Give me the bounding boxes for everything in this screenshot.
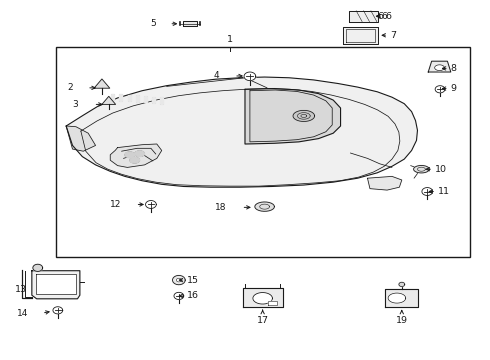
Polygon shape — [135, 151, 145, 157]
Polygon shape — [368, 176, 402, 190]
Polygon shape — [66, 77, 417, 187]
Polygon shape — [152, 96, 155, 103]
Text: 17: 17 — [257, 316, 269, 325]
Text: 6: 6 — [381, 12, 387, 21]
Text: 8: 8 — [451, 64, 457, 73]
Polygon shape — [244, 72, 256, 81]
Polygon shape — [268, 301, 277, 305]
Polygon shape — [146, 201, 156, 208]
Polygon shape — [32, 271, 80, 299]
Polygon shape — [422, 188, 433, 195]
Polygon shape — [136, 95, 139, 102]
Polygon shape — [66, 126, 96, 151]
Polygon shape — [53, 307, 63, 314]
Text: 5: 5 — [150, 19, 156, 28]
Polygon shape — [172, 275, 185, 285]
Text: 10: 10 — [435, 165, 447, 174]
Polygon shape — [349, 11, 378, 22]
Polygon shape — [385, 289, 418, 307]
Polygon shape — [183, 21, 197, 26]
Polygon shape — [243, 288, 283, 307]
Polygon shape — [428, 61, 451, 72]
Polygon shape — [245, 89, 341, 144]
Text: 6: 6 — [385, 12, 391, 21]
Polygon shape — [388, 293, 406, 303]
Polygon shape — [127, 95, 130, 101]
Text: 2: 2 — [67, 83, 73, 92]
Text: 7: 7 — [390, 31, 396, 40]
Polygon shape — [255, 202, 274, 211]
Text: 11: 11 — [438, 187, 450, 196]
Polygon shape — [120, 94, 122, 101]
Polygon shape — [253, 293, 272, 304]
Polygon shape — [343, 27, 378, 44]
Polygon shape — [293, 111, 315, 121]
Text: 19: 19 — [396, 316, 408, 325]
Polygon shape — [435, 86, 445, 93]
Text: 12: 12 — [110, 200, 122, 209]
Text: 9: 9 — [451, 84, 457, 93]
Text: 15: 15 — [187, 276, 199, 284]
Polygon shape — [111, 94, 114, 100]
Polygon shape — [94, 79, 110, 88]
Polygon shape — [130, 157, 140, 163]
Polygon shape — [144, 96, 147, 103]
Polygon shape — [399, 282, 405, 287]
Text: 13: 13 — [15, 285, 27, 294]
Polygon shape — [435, 65, 444, 71]
Text: 1: 1 — [227, 35, 233, 44]
Text: 4: 4 — [214, 71, 220, 80]
Polygon shape — [174, 292, 184, 300]
Polygon shape — [176, 278, 181, 282]
Polygon shape — [33, 264, 43, 271]
Polygon shape — [125, 152, 135, 158]
Text: 16: 16 — [187, 292, 199, 300]
Text: 3: 3 — [73, 100, 78, 109]
Text: 18: 18 — [215, 203, 226, 212]
Polygon shape — [160, 97, 163, 104]
Polygon shape — [414, 166, 429, 173]
Bar — [56, 47, 470, 257]
Text: 6: 6 — [377, 12, 383, 21]
Text: 14: 14 — [17, 309, 28, 318]
Polygon shape — [36, 274, 76, 294]
Polygon shape — [102, 96, 116, 104]
Polygon shape — [110, 144, 162, 167]
